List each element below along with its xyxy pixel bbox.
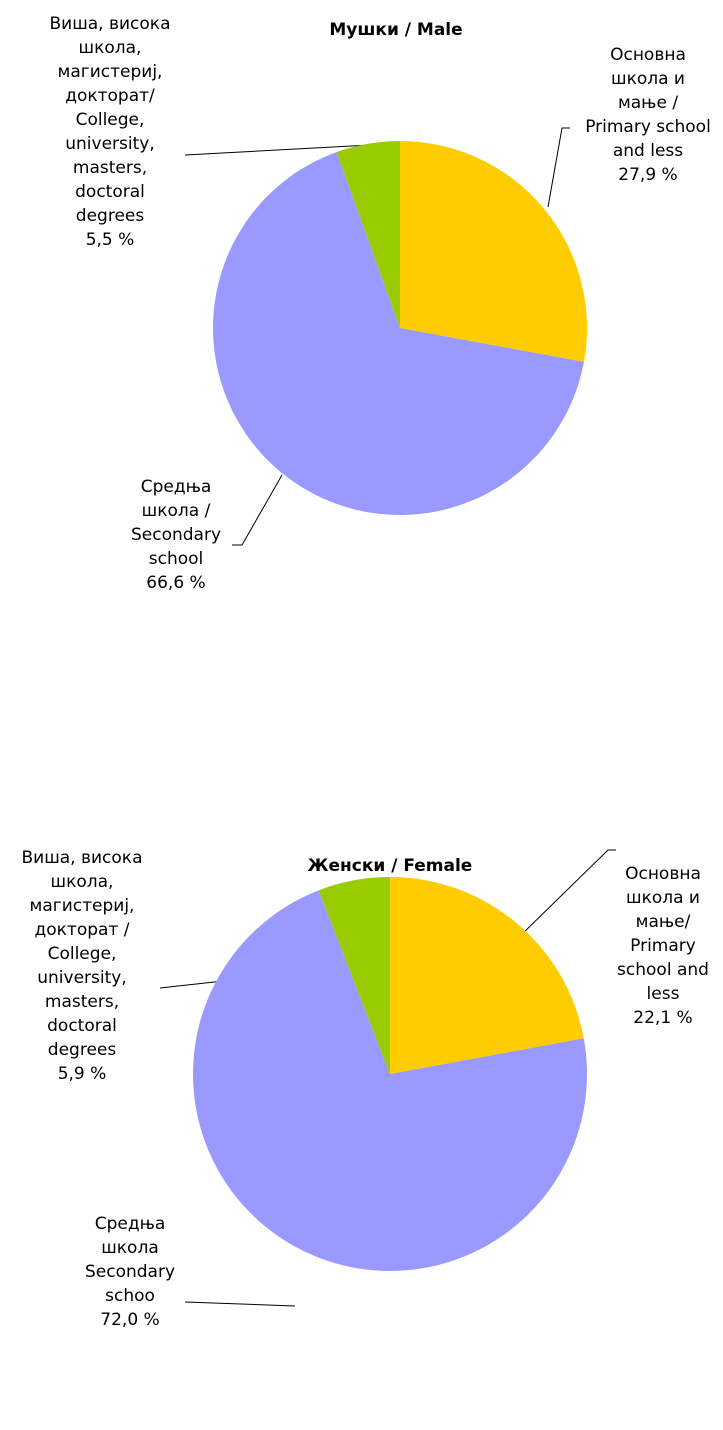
pie-slice [400, 141, 587, 362]
slice-label: Виша, висока школа, магистериј, докторат… [0, 12, 220, 252]
pie-slice [390, 877, 584, 1074]
value-label: 72,0 % [100, 1310, 160, 1330]
category-label: Виша, висока школа, магистериј, докторат… [21, 848, 143, 1060]
slice-label: Средња школа Secondary schoo 72,0 % [20, 1212, 240, 1332]
chart-title: Женски / Female [307, 856, 473, 876]
slice-label: Виша, висока школа, магистериј, докторат… [0, 846, 192, 1086]
value-label: 27,9 % [618, 165, 678, 185]
value-label: 66,6 % [146, 573, 206, 593]
category-label: Основна школа и мање / Primary school an… [585, 45, 711, 161]
category-label: Средња школа Secondary schoo [84, 1214, 176, 1306]
category-label: Виша, висока школа, магистериј, докторат… [49, 14, 171, 226]
leader-line [184, 144, 371, 156]
pie-slice [336, 141, 400, 328]
leader-line [547, 127, 570, 208]
chart-title: Мушки / Male [329, 20, 463, 40]
pie-slice [318, 877, 390, 1074]
value-label: 5,5 % [85, 230, 135, 250]
category-label: Средња школа / Secondary school [130, 477, 222, 569]
pie-slice [193, 890, 588, 1272]
value-label: 22,1 % [633, 1008, 693, 1028]
value-label: 5,9 % [57, 1064, 107, 1084]
slice-label: Основна школа и мање / Primary school an… [538, 43, 723, 187]
leader-line [184, 1301, 296, 1307]
slice-label: Средња школа / Secondary school 66,6 % [66, 475, 286, 595]
pie-slice [212, 152, 584, 515]
leader-line [517, 849, 616, 939]
category-label: Основна школа и мање/ Primary school and… [617, 864, 709, 1004]
leader-line [232, 474, 283, 546]
slice-label: Основна школа и мање/ Primary school and… [553, 862, 723, 1030]
